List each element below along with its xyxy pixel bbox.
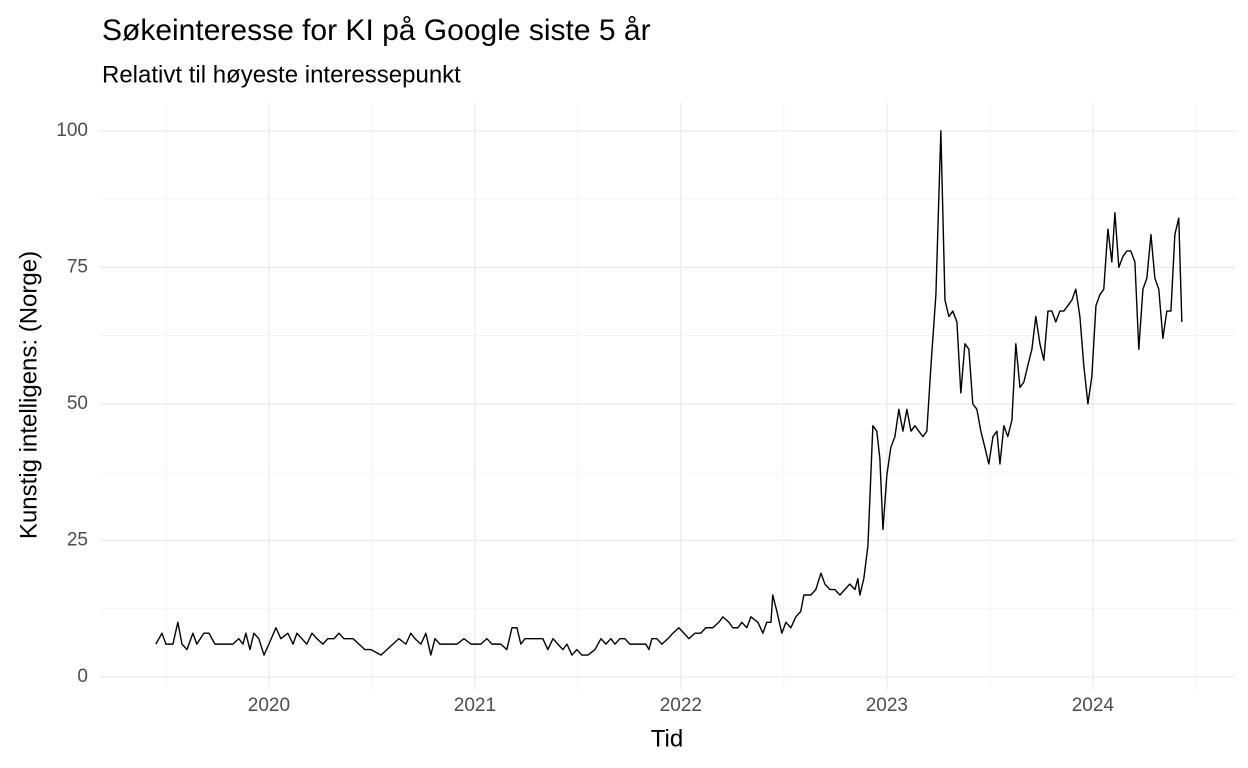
x-tick-label: 2024 [1072, 695, 1115, 716]
x-tick-label: 2020 [248, 695, 290, 716]
y-tick-label: 25 [67, 529, 88, 550]
x-tick-label: 2022 [660, 695, 702, 716]
y-tick-label: 100 [56, 120, 88, 141]
x-tick-label: 2021 [454, 695, 496, 716]
data-line [155, 130, 1183, 656]
chart-subtitle: Relativt til høyeste interessepunkt [102, 61, 461, 88]
x-tick-label: 2023 [866, 695, 908, 716]
y-tick-label: 50 [67, 393, 88, 414]
y-axis-label: Kunstig intelligens: (Norge) [15, 251, 42, 539]
y-tick-label: 75 [67, 256, 88, 277]
y-tick-label: 0 [77, 666, 88, 687]
x-axis-label: Tid [651, 725, 683, 752]
chart-title: Søkeinteresse for KI på Google siste 5 å… [102, 14, 651, 47]
